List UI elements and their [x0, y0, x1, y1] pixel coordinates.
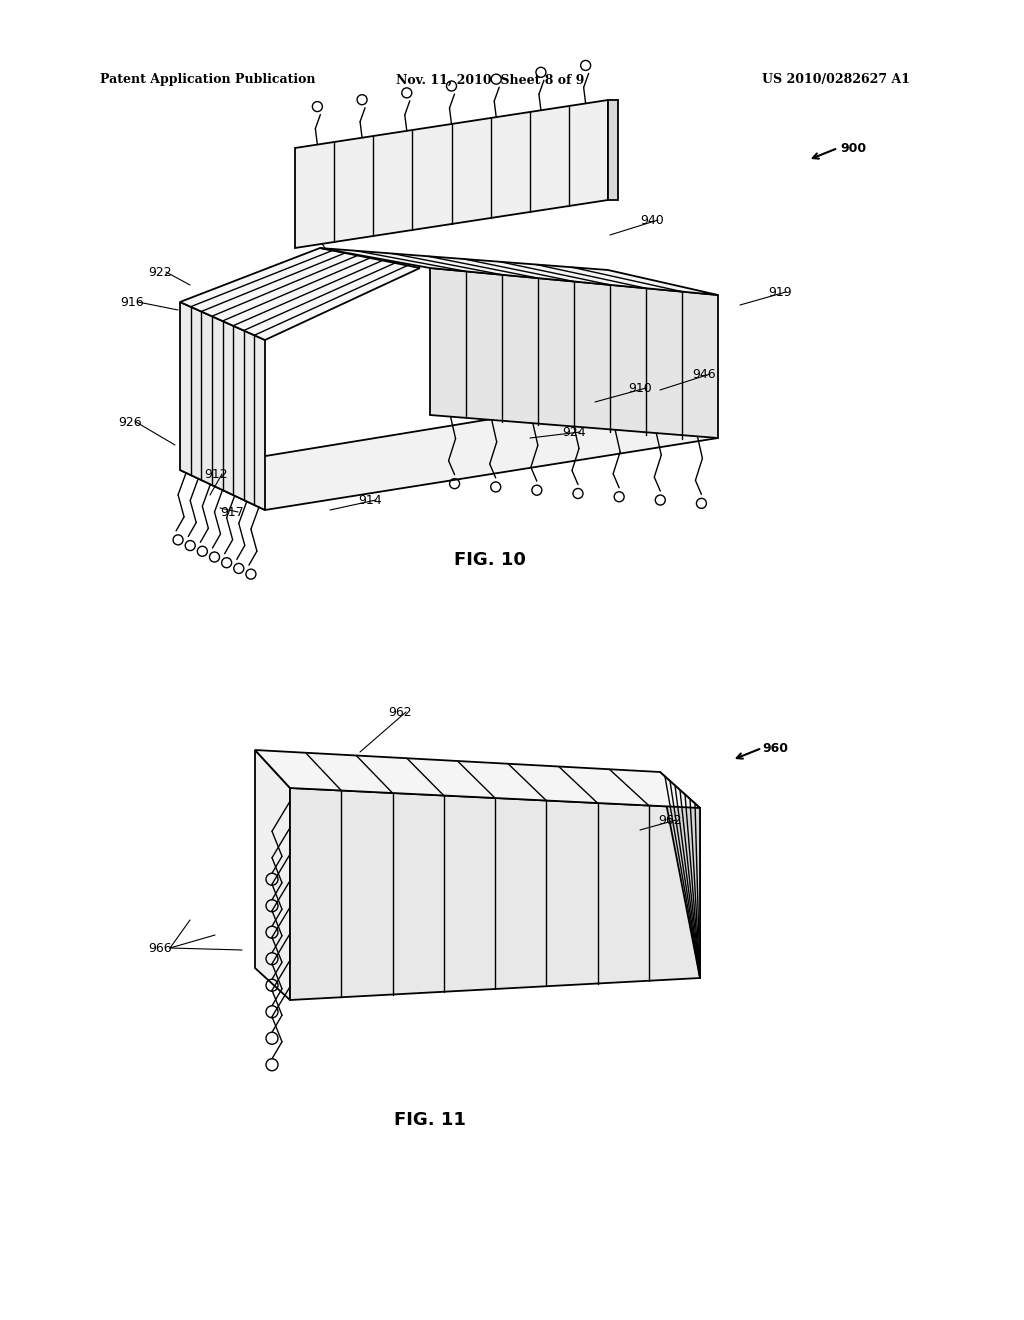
- Polygon shape: [319, 248, 718, 294]
- Text: 960: 960: [762, 742, 788, 755]
- Text: FIG. 10: FIG. 10: [454, 550, 526, 569]
- Polygon shape: [608, 100, 618, 201]
- Text: FIG. 11: FIG. 11: [394, 1111, 466, 1129]
- Text: 916: 916: [120, 296, 143, 309]
- Polygon shape: [660, 772, 700, 978]
- Polygon shape: [180, 248, 420, 341]
- Text: 912: 912: [204, 467, 227, 480]
- Text: 966: 966: [148, 941, 172, 954]
- Polygon shape: [290, 788, 700, 1001]
- Text: 910: 910: [628, 381, 651, 395]
- Polygon shape: [430, 268, 718, 438]
- Polygon shape: [180, 302, 265, 510]
- Text: 946: 946: [692, 367, 716, 380]
- Text: 924: 924: [562, 425, 586, 438]
- Text: 940: 940: [640, 214, 664, 227]
- Text: 920: 920: [296, 226, 319, 239]
- Text: 946: 946: [308, 202, 332, 214]
- Text: 919: 919: [768, 285, 792, 298]
- Text: 917: 917: [220, 506, 244, 519]
- Text: 962: 962: [658, 813, 682, 826]
- Text: 914: 914: [358, 494, 382, 507]
- Polygon shape: [295, 100, 608, 248]
- Text: Nov. 11, 2010  Sheet 8 of 9: Nov. 11, 2010 Sheet 8 of 9: [396, 74, 584, 87]
- Polygon shape: [255, 750, 700, 808]
- Text: Patent Application Publication: Patent Application Publication: [100, 74, 315, 87]
- Polygon shape: [255, 750, 290, 1001]
- Text: US 2010/0282627 A1: US 2010/0282627 A1: [762, 74, 910, 87]
- Text: 922: 922: [148, 265, 172, 279]
- Text: 900: 900: [840, 141, 866, 154]
- Text: 926: 926: [118, 416, 141, 429]
- Polygon shape: [180, 396, 718, 510]
- Text: 962: 962: [388, 705, 412, 718]
- Text: 944: 944: [397, 165, 421, 178]
